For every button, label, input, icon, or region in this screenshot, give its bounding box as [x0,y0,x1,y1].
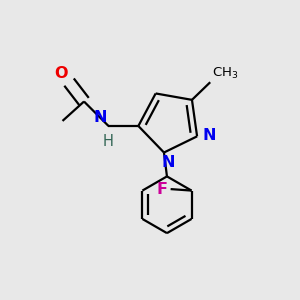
Text: O: O [54,66,68,81]
Text: CH$_3$: CH$_3$ [212,66,238,81]
Text: F: F [157,182,168,196]
Text: N: N [202,128,216,143]
Text: N: N [94,110,107,124]
Text: N: N [162,155,175,170]
Text: H: H [103,134,114,149]
